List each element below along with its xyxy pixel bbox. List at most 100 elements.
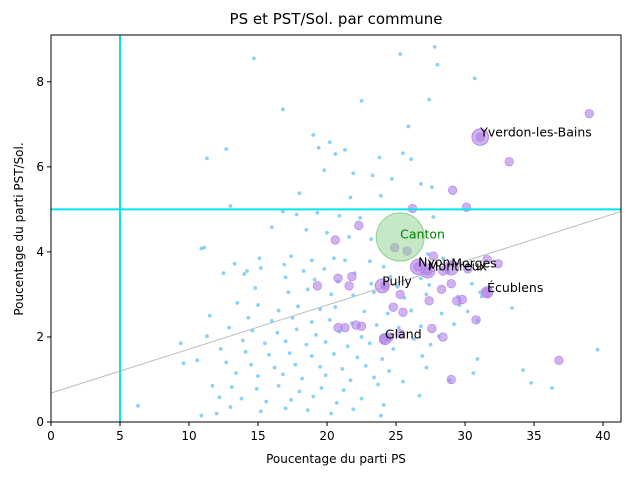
data-point bbox=[406, 124, 411, 129]
data-point bbox=[319, 386, 324, 390]
plot-area: Yverdon-les-Bains Nyon MorgesMontreuxÉcubl… bbox=[51, 35, 621, 422]
data-point bbox=[396, 325, 401, 330]
data-point bbox=[294, 212, 299, 217]
data-point bbox=[251, 56, 256, 61]
data-point bbox=[398, 52, 403, 57]
large-data-point bbox=[344, 281, 354, 291]
large-data-point bbox=[554, 355, 564, 365]
data-point bbox=[372, 290, 376, 295]
large-data-point bbox=[504, 157, 514, 167]
large-data-point bbox=[354, 220, 364, 231]
commune-label: Montreux bbox=[428, 259, 487, 274]
data-point bbox=[381, 403, 386, 407]
y-tick-label: 2 bbox=[36, 330, 44, 344]
data-point bbox=[441, 256, 445, 261]
data-point bbox=[347, 235, 352, 239]
axes: 0 5 10 15 20 25 30 35 40 0 2 4 6 8 bbox=[36, 34, 622, 443]
data-point bbox=[472, 76, 477, 81]
highlighted-commune-point bbox=[471, 128, 489, 146]
data-point bbox=[327, 140, 332, 145]
data-point bbox=[181, 361, 186, 366]
large-data-point bbox=[471, 315, 481, 325]
data-point bbox=[430, 185, 434, 190]
large-data-point bbox=[428, 251, 438, 261]
large-data-point bbox=[347, 271, 357, 282]
data-point bbox=[314, 332, 318, 337]
data-point bbox=[224, 147, 229, 151]
highlighted-commune-point bbox=[481, 286, 494, 299]
data-point bbox=[263, 341, 267, 346]
data-point bbox=[418, 324, 423, 329]
data-point bbox=[311, 394, 316, 399]
data-point bbox=[427, 97, 432, 102]
data-point bbox=[329, 292, 334, 297]
data-point bbox=[240, 338, 245, 343]
data-point bbox=[428, 342, 433, 347]
data-point bbox=[348, 378, 353, 383]
data-point bbox=[343, 147, 347, 152]
highlighted-commune-point bbox=[378, 333, 392, 346]
data-point bbox=[309, 258, 314, 263]
data-point bbox=[435, 62, 440, 67]
data-point bbox=[228, 204, 233, 208]
data-point bbox=[283, 339, 288, 344]
data-point bbox=[258, 409, 263, 414]
data-point bbox=[380, 357, 385, 361]
x-tick-label: 5 bbox=[116, 429, 124, 443]
data-point bbox=[214, 411, 219, 416]
data-point bbox=[305, 408, 310, 412]
data-point bbox=[439, 311, 444, 316]
data-point bbox=[280, 209, 285, 214]
data-point bbox=[297, 389, 302, 394]
data-point bbox=[309, 354, 314, 358]
data-point bbox=[283, 406, 288, 411]
x-tick-label: 40 bbox=[595, 429, 610, 443]
data-point bbox=[412, 337, 416, 341]
data-point bbox=[323, 373, 328, 378]
data-point bbox=[280, 372, 285, 377]
plot-frame bbox=[50, 34, 622, 423]
data-point bbox=[351, 171, 356, 176]
data-point bbox=[325, 230, 329, 235]
data-point bbox=[250, 328, 255, 333]
data-point bbox=[315, 210, 320, 215]
y-tick-label: 8 bbox=[36, 75, 44, 89]
x-tick-label: 15 bbox=[250, 429, 265, 443]
large-data-point bbox=[398, 307, 408, 317]
data-point bbox=[289, 254, 294, 259]
data-point bbox=[452, 322, 456, 327]
data-point bbox=[297, 191, 302, 196]
data-point bbox=[409, 308, 414, 313]
large-data-point bbox=[446, 279, 456, 289]
highlighted-commune-point bbox=[374, 278, 390, 294]
y-tick-label: 0 bbox=[36, 415, 44, 429]
data-point bbox=[427, 283, 432, 287]
data-point bbox=[254, 386, 259, 391]
data-point bbox=[300, 376, 305, 381]
data-point bbox=[228, 405, 233, 410]
data-point bbox=[246, 315, 251, 320]
data-point bbox=[312, 277, 317, 282]
data-point bbox=[305, 287, 310, 292]
commune-label: Gland bbox=[385, 327, 422, 342]
data-point bbox=[199, 413, 204, 418]
data-point bbox=[432, 45, 437, 49]
large-data-point bbox=[330, 235, 340, 245]
data-point bbox=[301, 269, 306, 273]
data-point bbox=[205, 156, 209, 161]
large-data-point bbox=[424, 296, 434, 306]
data-point bbox=[424, 365, 429, 370]
large-data-point bbox=[312, 281, 322, 291]
data-point bbox=[323, 340, 328, 344]
data-point bbox=[355, 355, 360, 360]
x-tick-label: 35 bbox=[526, 429, 541, 443]
data-point bbox=[256, 374, 260, 378]
data-point bbox=[418, 276, 423, 281]
data-point bbox=[372, 375, 376, 380]
large-data-point bbox=[493, 259, 503, 269]
data-point bbox=[420, 354, 425, 358]
data-point bbox=[471, 371, 476, 375]
data-point bbox=[229, 385, 234, 390]
data-point bbox=[264, 399, 269, 404]
